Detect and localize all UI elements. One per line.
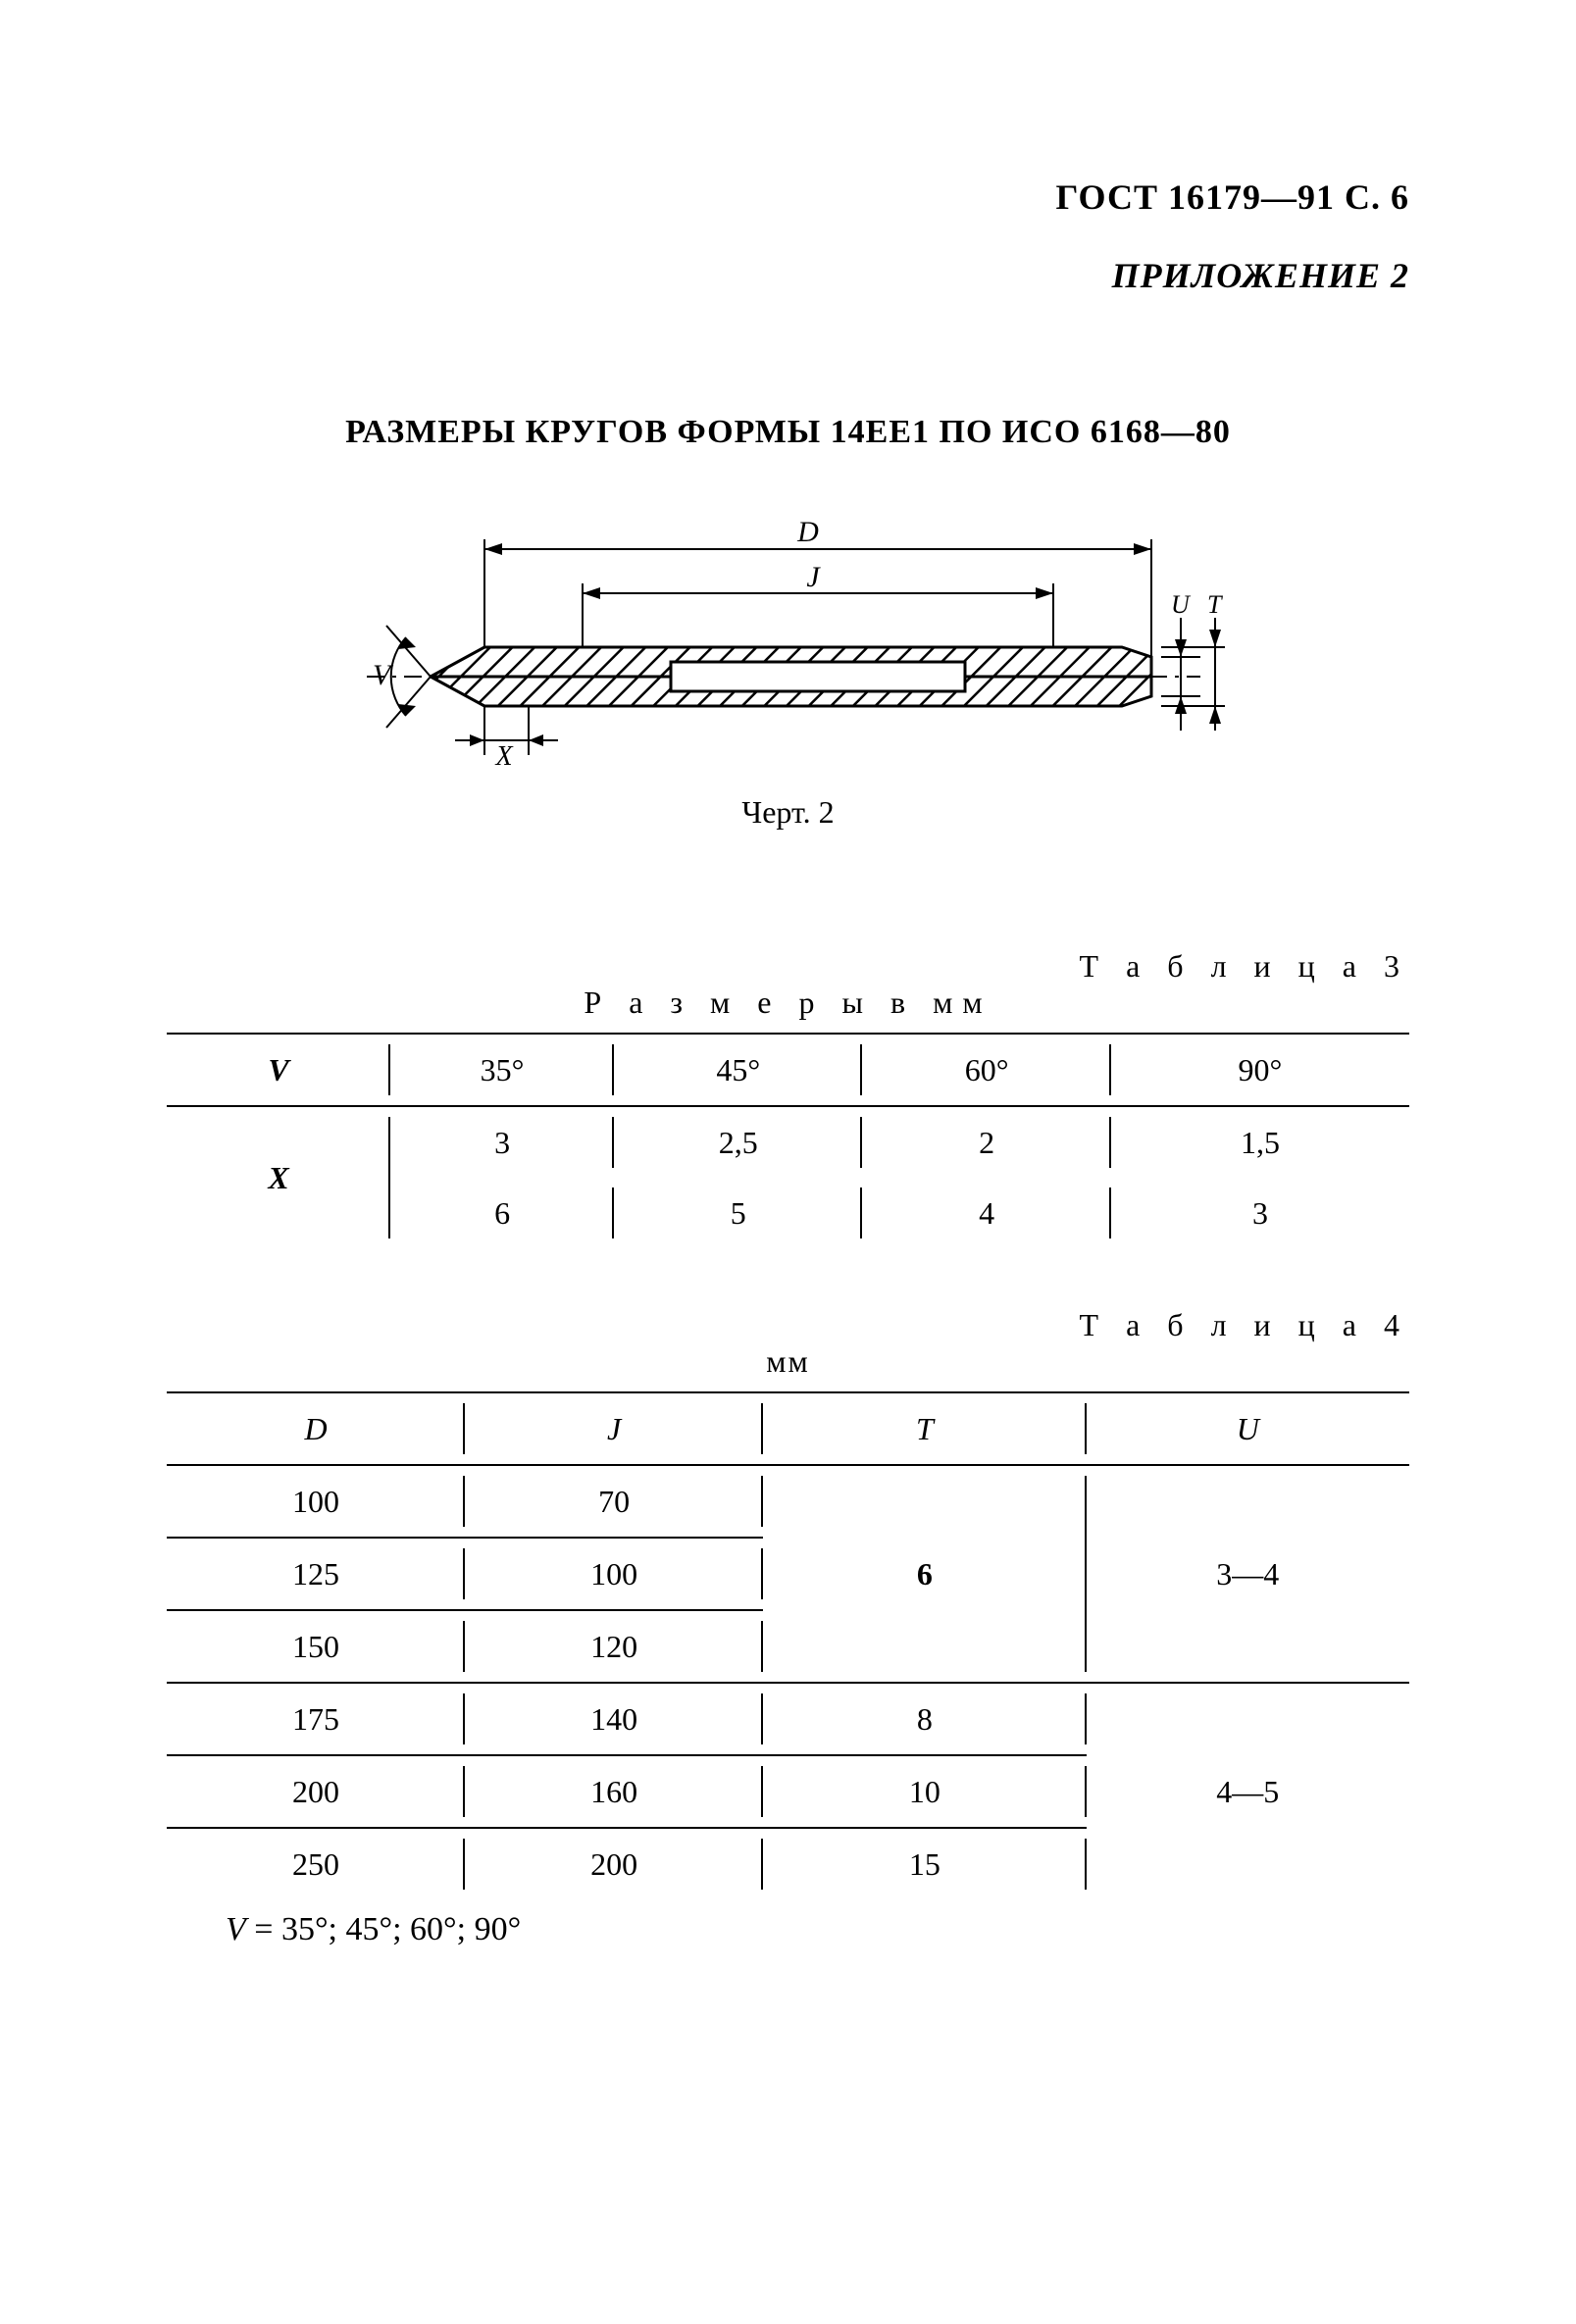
appendix-label: ПРИЛОЖЕНИЕ 2 — [167, 255, 1409, 296]
table4-cell: 200 — [167, 1755, 465, 1828]
table3-cell: 45° — [614, 1034, 862, 1106]
table3-cell: 90° — [1111, 1034, 1409, 1106]
table3-cell: 1,5 — [1111, 1106, 1409, 1178]
table3-cell: 5 — [614, 1178, 862, 1248]
table4-cell: 175 — [167, 1683, 465, 1755]
table4-cell: 150 — [167, 1610, 465, 1683]
table3-cell: 3 — [390, 1106, 614, 1178]
table4-subtitle: мм — [167, 1343, 1409, 1380]
svg-text:T: T — [1207, 590, 1223, 619]
table4-cell: 10 — [763, 1755, 1086, 1828]
table3-cell: 4 — [862, 1178, 1110, 1248]
table3-cell: 2,5 — [614, 1106, 862, 1178]
table3-cell: 2 — [862, 1106, 1110, 1178]
table4-cell: 3—4 — [1087, 1465, 1409, 1683]
table4-cell: 120 — [465, 1610, 763, 1683]
diagram-caption: Черт. 2 — [167, 794, 1409, 831]
table3-cell: 35° — [390, 1034, 614, 1106]
svg-text:X: X — [494, 741, 513, 765]
table3-cell: 6 — [390, 1178, 614, 1248]
table4-cell: 4—5 — [1087, 1683, 1409, 1899]
table3-rowhead-V: V — [167, 1034, 390, 1106]
table3-subtitle: Р а з м е р ы в мм — [167, 985, 1409, 1021]
gost-header: ГОСТ 16179—91 С. 6 — [167, 177, 1409, 218]
table4-cell: 125 — [167, 1538, 465, 1610]
diagram: V D J X — [167, 510, 1409, 770]
table4-cell: 100 — [465, 1538, 763, 1610]
svg-text:U: U — [1171, 590, 1192, 619]
table4-cell: 6 — [763, 1465, 1086, 1683]
table4-cell: 100 — [167, 1465, 465, 1538]
page: ГОСТ 16179—91 С. 6 ПРИЛОЖЕНИЕ 2 РАЗМЕРЫ … — [0, 0, 1576, 2324]
table4-cell: 200 — [465, 1828, 763, 1899]
table3-label: Т а б л и ц а 3 — [167, 948, 1409, 985]
table4-col-T: T — [763, 1392, 1086, 1465]
table3-rowhead-X: X — [167, 1106, 390, 1248]
table4-cell: 70 — [465, 1465, 763, 1538]
table4-cell: 250 — [167, 1828, 465, 1899]
footer-note: V = 35°; 45°; 60°; 90° — [167, 1911, 1409, 1948]
table4-col-D: D — [167, 1392, 465, 1465]
table4-col-U: U — [1087, 1392, 1409, 1465]
table4-col-J: J — [465, 1392, 763, 1465]
svg-text:J: J — [806, 561, 821, 593]
table3-cell: 3 — [1111, 1178, 1409, 1248]
page-title: РАЗМЕРЫ КРУГОВ ФОРМЫ 14ЕЕ1 ПО ИСО 6168—8… — [167, 414, 1409, 451]
table4-cell: 140 — [465, 1683, 763, 1755]
grinding-wheel-diagram: V D J X — [337, 510, 1240, 765]
table4-cell: 160 — [465, 1755, 763, 1828]
svg-text:D: D — [796, 516, 819, 548]
table4-label: Т а б л и ц а 4 — [167, 1307, 1409, 1343]
table3: V 35° 45° 60° 90° X 3 2,5 2 1,5 6 5 4 3 — [167, 1033, 1409, 1248]
table3-cell: 60° — [862, 1034, 1110, 1106]
table4-cell: 15 — [763, 1828, 1086, 1899]
table4: D J T U 100 70 6 3—4 125 100 150 120 175… — [167, 1391, 1409, 1899]
table4-cell: 8 — [763, 1683, 1086, 1755]
